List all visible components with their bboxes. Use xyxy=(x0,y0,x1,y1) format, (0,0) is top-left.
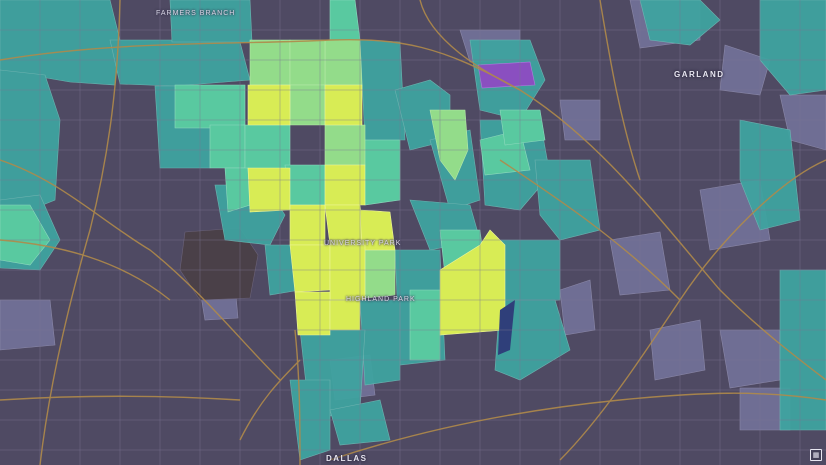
label-university-park: UNIVERSITY PARK xyxy=(324,240,402,247)
label-farmers-branch: FARMERS BRANCH xyxy=(156,10,236,17)
tract-blue xyxy=(498,300,515,355)
map-layers-icon[interactable]: ▦ xyxy=(810,449,822,461)
label-dallas: DALLAS xyxy=(326,454,368,463)
tract-purple xyxy=(477,61,536,89)
tracts-mint xyxy=(0,0,546,361)
label-highland-park: HIGHLAND PARK xyxy=(346,296,416,303)
label-garland: GARLAND xyxy=(674,70,725,79)
tracts-green xyxy=(249,39,469,299)
